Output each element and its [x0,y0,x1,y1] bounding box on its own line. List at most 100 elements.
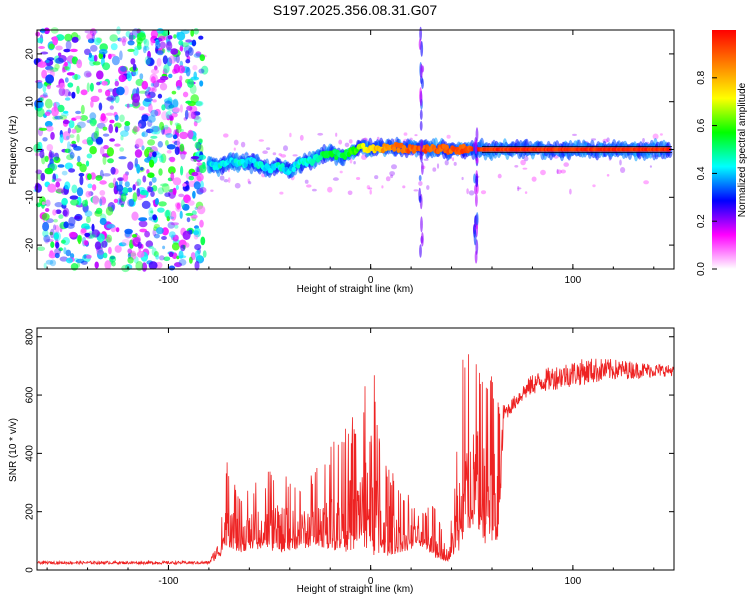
faint-noise-blob [223,133,229,138]
noise-blob [46,84,51,90]
vertical-streak-blob [475,193,478,207]
x-tick-label: 0 [368,576,374,587]
noise-blob [187,47,194,56]
noise-blob [156,28,164,34]
noise-blob [109,105,114,110]
faint-noise-blob [348,139,353,144]
noise-blob [89,234,97,238]
faint-noise-blob [497,173,502,179]
vertical-streak-blob [419,120,423,131]
noise-blob [83,70,92,78]
noise-blob [126,103,130,109]
vertical-streak-blob [419,150,423,160]
faint-noise-blob [531,176,537,182]
noise-blob [76,121,86,129]
colorbar-tick-label: 0.4 [696,166,707,180]
noise-blob [149,159,155,168]
noise-blob [126,72,132,82]
noise-blob [198,154,207,160]
noise-blob [136,32,146,41]
noise-blob [198,35,204,40]
noise-blob [45,199,51,207]
noise-blob [101,80,108,86]
noise-blob [53,218,58,223]
noise-blob [137,241,142,249]
noise-blob [161,104,166,111]
noise-blob [87,183,93,189]
vertical-streak-blob [421,232,424,247]
noise-blob [93,54,98,62]
noise-blob [58,87,66,97]
noise-blob [179,129,184,132]
noise-blob [99,217,107,226]
noise-blob [69,152,75,159]
noise-blob [169,156,176,163]
noise-blob [103,252,108,259]
noise-blob [136,164,141,174]
colorbar-tick-label: 0.0 [696,262,707,276]
noise-blob [59,256,68,262]
noise-blob [53,231,61,242]
noise-blob [55,209,62,214]
noise-blob [76,262,81,268]
noise-blob [147,149,154,153]
noise-blob [51,179,55,183]
noise-blob [74,213,83,222]
noise-blob [168,73,173,79]
noise-blob [72,74,81,80]
noise-blob [137,119,147,129]
noise-blob [84,210,93,217]
noise-blob [129,239,134,249]
noise-blob [64,162,73,170]
noise-blob [132,192,138,202]
noise-blob [91,184,97,191]
faint-noise-blob [453,161,457,166]
noise-blob [178,193,185,198]
noise-blob [199,80,204,87]
noise-blob [105,206,114,216]
noise-blob [105,97,114,101]
noise-blob [57,164,65,168]
noise-blob [177,137,180,148]
noise-blob [168,231,176,238]
noise-blob [102,126,108,131]
noise-blob [165,209,171,219]
snr-panel: -100 0 100 0 200 400 600 800 Height of straigh… [8,327,675,595]
noise-blob [38,127,48,131]
noise-blob [42,229,49,238]
noise-blob [44,167,54,175]
noise-blob [161,183,170,193]
noise-blob [145,128,154,134]
vertical-streak-blob [475,157,479,164]
faint-noise-blob [563,162,569,167]
noise-blob [99,146,105,155]
faint-noise-blob [279,191,284,195]
noise-blob [42,92,48,98]
noise-blob [179,104,183,113]
noise-blob [141,132,145,137]
noise-blob [86,216,91,224]
noise-blob [180,165,184,176]
noise-blob [86,153,93,159]
faint-noise-blob [619,159,622,166]
noise-blob [163,64,170,74]
noise-blob [107,158,114,164]
noise-blob [124,121,131,126]
faint-noise-blob [210,189,214,192]
noise-blob [142,45,147,54]
noise-blob [99,180,107,185]
y-tick-label: 200 [25,503,36,520]
noise-blob [37,61,47,68]
faint-noise-blob [466,188,469,195]
faint-noise-blob [262,150,268,154]
noise-blob [62,110,69,114]
noise-blob [66,135,70,140]
noise-blob [139,73,144,80]
noise-blob [76,133,80,143]
noise-blob [105,112,114,116]
noise-blob [177,65,186,74]
faint-noise-blob [444,160,449,166]
faint-noise-blob [292,154,298,157]
noise-blob [141,131,148,138]
x-tick-label: 0 [368,275,374,286]
